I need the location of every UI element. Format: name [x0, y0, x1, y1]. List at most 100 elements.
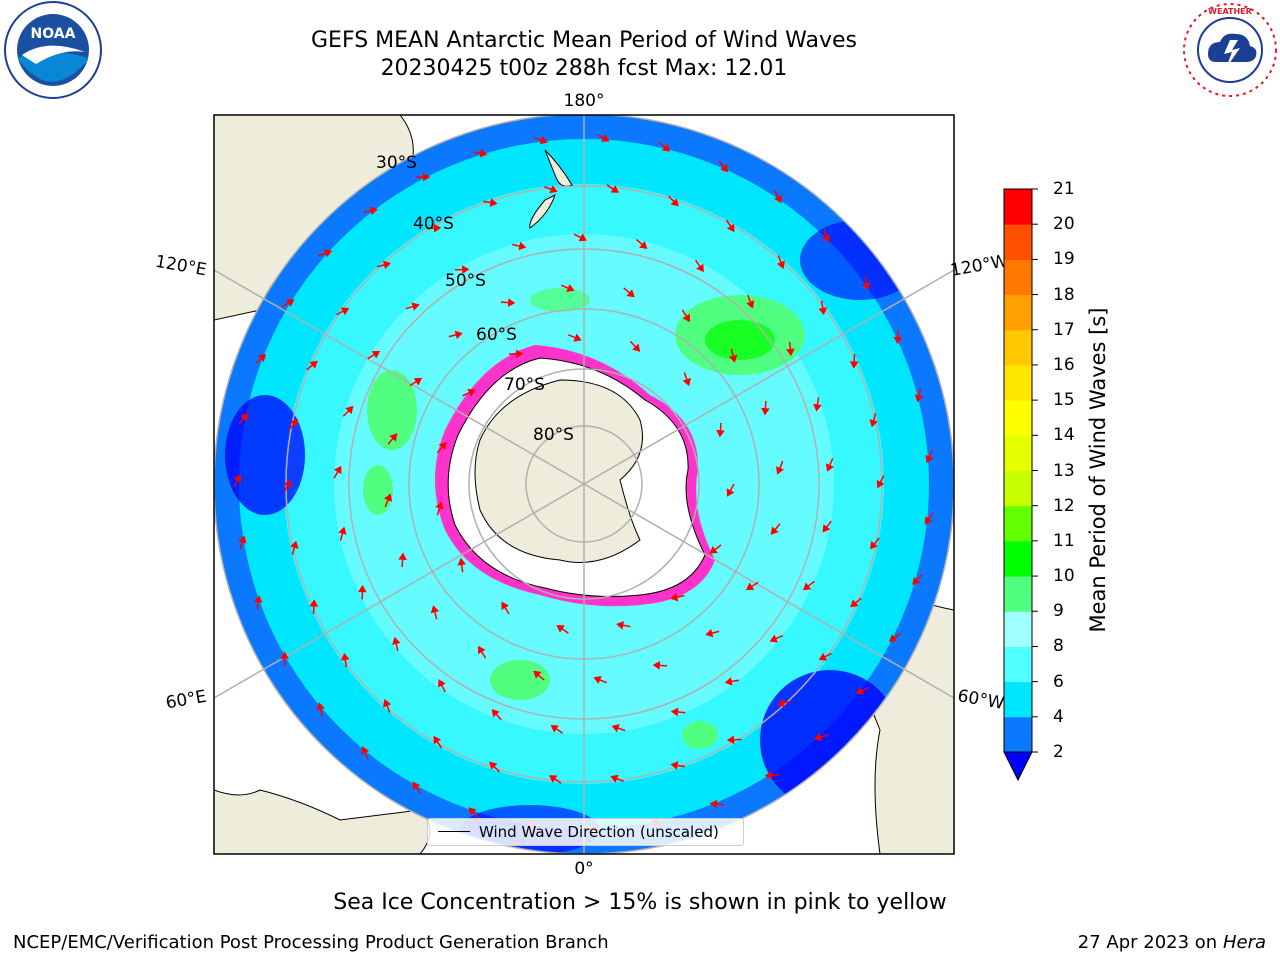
- wind-arrow-head: [709, 545, 718, 554]
- wind-arrow-head: [433, 223, 442, 233]
- wind-arrow-head: [358, 584, 367, 593]
- wind-arrow-head: [345, 405, 354, 415]
- wind-arrow-head: [280, 651, 289, 659]
- wind-arrow-head: [682, 313, 690, 323]
- colorbar: [1003, 188, 1038, 782]
- wind-arrow-head: [491, 709, 500, 718]
- wind-arrow-head: [433, 735, 442, 745]
- wind-arrow-head: [316, 702, 325, 711]
- lon-label-120w: 120°W: [949, 251, 1010, 281]
- lon-label-120e: 120°E: [154, 252, 208, 281]
- wind-arrow-head: [705, 628, 714, 638]
- wind-arrow-head: [467, 388, 476, 397]
- wind-arrow-head: [461, 265, 470, 274]
- wind-arrow-head: [893, 336, 903, 345]
- wind-arrow-head: [849, 361, 859, 369]
- noaa-logo-text: NOAA: [31, 26, 76, 42]
- noaa-logo: NOAA: [4, 1, 102, 99]
- wind-arrow-head: [411, 302, 420, 311]
- wind-arrow-head: [777, 698, 786, 708]
- legend-line-swatch: [438, 831, 470, 832]
- wind-arrow-head: [670, 761, 679, 770]
- wind-arrow-head: [438, 441, 447, 451]
- wind-arrow-head: [286, 299, 295, 307]
- legend-label: Wind Wave Direction (unscaled): [479, 823, 719, 841]
- wind-arrow-head: [412, 781, 421, 790]
- wind-arrow-head: [670, 592, 679, 602]
- colorbar-segment: [1004, 611, 1032, 647]
- wind-arrow-head: [728, 354, 738, 363]
- colorbar-segment: [1004, 540, 1032, 577]
- colorbar-tick-label: 6: [1053, 671, 1064, 692]
- colorbar-segment: [1004, 189, 1032, 225]
- footer-date-text: 27 Apr 2023 on: [1077, 932, 1223, 953]
- wind-arrow-head: [438, 679, 446, 688]
- wind-arrow-head: [611, 724, 620, 733]
- wind-arrow-head: [626, 289, 635, 298]
- wind-arrow-head: [290, 540, 299, 549]
- wind-arrow-head: [233, 474, 242, 483]
- wind-arrow-head: [770, 526, 779, 535]
- colorbar-tick-label: 13: [1053, 460, 1075, 481]
- wind-arrow-head: [573, 333, 582, 342]
- wind-arrow-head: [774, 194, 782, 204]
- wind-arrow-head: [422, 172, 431, 182]
- wind-arrow-head: [724, 677, 733, 686]
- colorbar-segment: [1004, 435, 1032, 471]
- lat-label-60s: 60°S: [476, 325, 517, 345]
- footer-date: 27 Apr 2023 on Hera: [1078, 932, 1266, 953]
- wind-arrow-head: [454, 330, 463, 340]
- wind-arrow-head: [468, 807, 477, 816]
- colorbar-segment: [1004, 364, 1032, 401]
- wind-arrow-head: [924, 516, 933, 525]
- lat-label-40s: 40°S: [413, 214, 454, 234]
- wind-arrow-head: [825, 463, 834, 472]
- colorbar-extend-min: [1003, 751, 1033, 782]
- colorbar-tick-label: 16: [1053, 354, 1075, 375]
- wind-arrow-head: [726, 223, 735, 233]
- wind-arrow-head: [822, 234, 831, 243]
- wind-arrow-head: [593, 675, 602, 684]
- wind-arrow-head: [516, 349, 524, 359]
- wind-arrow-head: [716, 429, 725, 438]
- wind-arrow-head: [726, 735, 735, 745]
- lat-label-30s: 30°S: [376, 153, 417, 173]
- colorbar-tick-label: 18: [1053, 284, 1075, 305]
- wind-arrow-head: [479, 149, 488, 158]
- wind-arrow-head: [382, 260, 391, 270]
- colorbar-tick-label: 21: [1053, 179, 1075, 199]
- footer-credit: NCEP/EMC/Verification Post Processing Pr…: [13, 932, 609, 953]
- wind-arrow-head: [340, 307, 350, 316]
- wind-arrow-head: [914, 394, 924, 403]
- map-legend: Wind Wave Direction (unscaled): [427, 818, 744, 846]
- wind-arrow-head: [384, 493, 393, 502]
- wind-arrow-head: [802, 582, 812, 591]
- colorbar-segment: [1004, 400, 1032, 436]
- wind-arrow-head: [775, 466, 784, 475]
- sea-ice-note: Sea Ice Concentration > 15% is shown in …: [0, 890, 1280, 915]
- colorbar-tick-label: 19: [1053, 249, 1075, 270]
- wind-arrow-head: [709, 799, 718, 809]
- colorbar-tick-label: 2: [1053, 742, 1064, 762]
- wind-arrow-head: [361, 746, 370, 755]
- colorbar-label: Mean Period of Wind Waves [s]: [1086, 307, 1110, 633]
- wind-arrow-head: [726, 488, 735, 497]
- wind-arrow-head: [888, 634, 898, 642]
- wind-arrow-head: [478, 645, 486, 655]
- wind-arrow-head: [769, 634, 778, 643]
- colorbar-tick-label: 14: [1053, 425, 1075, 446]
- wind-arrow-head: [550, 725, 559, 733]
- colorbar-tick-label: 17: [1053, 319, 1075, 340]
- wind-arrow-head: [283, 479, 292, 489]
- wind-arrow-head: [610, 185, 620, 193]
- wind-arrow-head: [912, 576, 921, 585]
- wind-arrow-head: [323, 249, 333, 258]
- wind-arrow-head: [761, 407, 770, 416]
- wind-arrow-head: [813, 403, 822, 412]
- wind-arrow-head: [746, 300, 755, 309]
- wind-arrow-head: [670, 707, 679, 717]
- footer-host: Hera: [1222, 932, 1266, 953]
- colorbar-segment: [1004, 224, 1032, 260]
- wind-arrow-head: [813, 732, 823, 742]
